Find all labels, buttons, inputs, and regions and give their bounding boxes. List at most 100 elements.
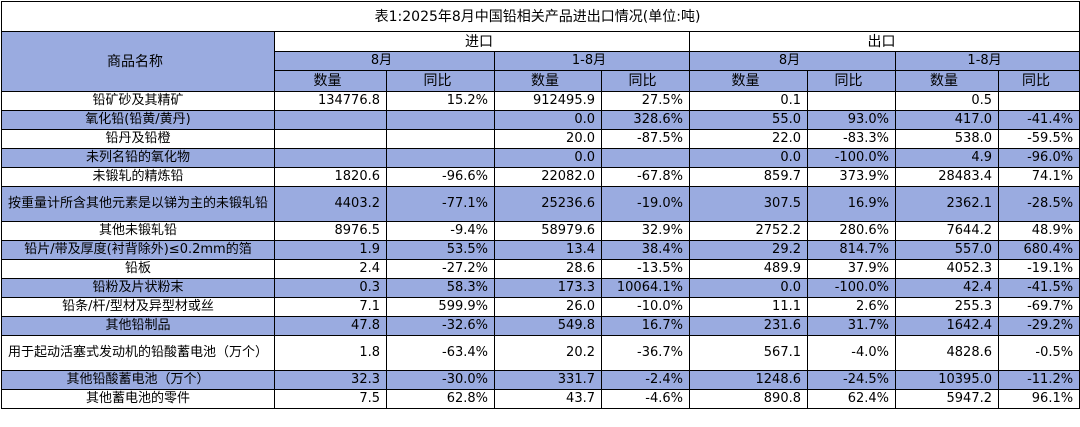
product-name-cell: 其他铅酸蓄电池（万个）: [1, 370, 275, 390]
export-month-quantity-cell: 307.5: [689, 186, 808, 222]
export-ytd-yoy-cell: 96.1%: [997, 389, 1080, 409]
import-ytd-yoy-cell: -67.8%: [601, 167, 690, 187]
quantity-header: 数量: [274, 70, 387, 92]
import-ytd-quantity-cell: 20.2: [494, 335, 602, 371]
product-name-cell: 未列名铅的氧化物: [1, 148, 275, 168]
import-ytd-quantity-cell: 331.7: [494, 370, 602, 390]
export-ytd-quantity-cell: 417.0: [895, 110, 999, 130]
export-ytd-quantity-cell: 557.0: [895, 240, 999, 260]
import-month-yoy-cell: -77.1%: [386, 186, 495, 222]
export-month-quantity-cell: 859.7: [689, 167, 808, 187]
yoy-header: 同比: [807, 70, 896, 92]
export-month-quantity-cell: 0.0: [689, 278, 808, 298]
table-row: 铅丹及铅橙 20.0 -87.5% 22.0 -83.3% 538.0 -59.5%: [1, 129, 1080, 149]
import-ytd-quantity-cell: 13.4: [494, 240, 602, 260]
import-ytd-yoy-cell: 328.6%: [601, 110, 690, 130]
export-month-header: 8月: [689, 51, 896, 71]
product-name-cell: 铅丹及铅橙: [1, 129, 275, 149]
import-month-quantity-cell: [274, 129, 387, 149]
import-month-yoy-cell: 62.8%: [386, 389, 495, 409]
export-ytd-quantity-cell: 10395.0: [895, 370, 999, 390]
import-month-quantity-cell: 4403.2: [274, 186, 387, 222]
export-month-yoy-cell: 280.6%: [807, 221, 896, 241]
product-name-cell: 铅粉及片状粉末: [1, 278, 275, 298]
import-ytd-yoy-cell: -87.5%: [601, 129, 690, 149]
product-name-cell: 其他蓄电池的零件: [1, 389, 275, 409]
import-month-yoy-cell: [386, 129, 495, 149]
import-month-header: 8月: [274, 51, 495, 71]
quantity-header: 数量: [895, 70, 999, 92]
product-name-cell: 氧化铅(铅黄/黄丹): [1, 110, 275, 130]
export-month-quantity-cell: 55.0: [689, 110, 808, 130]
export-month-yoy-cell: 2.6%: [807, 297, 896, 317]
product-name-cell: 铅板: [1, 259, 275, 279]
export-month-yoy-cell: 62.4%: [807, 389, 896, 409]
import-ytd-quantity-cell: 43.7: [494, 389, 602, 409]
export-month-yoy-cell: -100.0%: [807, 278, 896, 298]
import-month-quantity-cell: 0.3: [274, 278, 387, 298]
import-header: 进口: [274, 31, 690, 52]
export-ytd-yoy-cell: -41.5%: [997, 278, 1080, 298]
import-ytd-yoy-cell: -2.4%: [601, 370, 690, 390]
import-month-yoy-cell: 58.3%: [386, 278, 495, 298]
import-ytd-yoy-cell: 10064.1%: [601, 278, 690, 298]
quantity-header: 数量: [689, 70, 808, 92]
import-ytd-quantity-cell: 58979.6: [494, 221, 602, 241]
import-month-yoy-cell: 53.5%: [386, 240, 495, 260]
export-ytd-quantity-cell: 4052.3: [895, 259, 999, 279]
export-month-yoy-cell: 93.0%: [807, 110, 896, 130]
quantity-header: 数量: [494, 70, 602, 92]
export-ytd-yoy-cell: -59.5%: [997, 129, 1080, 149]
import-ytd-yoy-cell: 16.7%: [601, 316, 690, 336]
import-ytd-quantity-cell: 22082.0: [494, 167, 602, 187]
export-ytd-quantity-cell: 255.3: [895, 297, 999, 317]
export-month-quantity-cell: 2752.2: [689, 221, 808, 241]
product-name-header: 商品名称: [1, 31, 275, 92]
export-ytd-yoy-cell: [997, 91, 1080, 111]
import-ytd-quantity-cell: 173.3: [494, 278, 602, 298]
product-name-cell: 其他铅制品: [1, 316, 275, 336]
product-name-cell: 用于起动活塞式发动机的铅酸蓄电池（万个）: [1, 335, 275, 371]
import-ytd-yoy-cell: [601, 148, 690, 168]
export-ytd-yoy-cell: -0.5%: [997, 335, 1080, 371]
import-month-quantity-cell: 47.8: [274, 316, 387, 336]
export-month-quantity-cell: 489.9: [689, 259, 808, 279]
product-name-cell: 铅条/杆/型材及异型材或丝: [1, 297, 275, 317]
table-row: 铅板 2.4 -27.2% 28.6 -13.5% 489.9 37.9% 4052.3 -19…: [1, 259, 1080, 279]
import-month-yoy-cell: -96.6%: [386, 167, 495, 187]
export-month-yoy-cell: -24.5%: [807, 370, 896, 390]
export-month-quantity-cell: 0.1: [689, 91, 808, 111]
export-ytd-quantity-cell: 42.4: [895, 278, 999, 298]
product-name-cell: 按重量计所含其他元素是以锑为主的未锻轧铅: [1, 186, 275, 222]
table-row: 铅粉及片状粉末 0.3 58.3% 173.3 10064.1% 0.0 -100.0% 42…: [1, 278, 1080, 298]
export-ytd-yoy-cell: -41.4%: [997, 110, 1080, 130]
import-ytd-quantity-cell: 28.6: [494, 259, 602, 279]
import-ytd-yoy-cell: -13.5%: [601, 259, 690, 279]
table-title: 表1:2025年8月中国铅相关产品进出口情况(单位:吨): [0, 1, 1080, 32]
export-ytd-quantity-cell: 538.0: [895, 129, 999, 149]
export-ytd-yoy-cell: -29.2%: [997, 316, 1080, 336]
import-month-quantity-cell: 1.8: [274, 335, 387, 371]
import-ytd-yoy-cell: 27.5%: [601, 91, 690, 111]
export-month-quantity-cell: 22.0: [689, 129, 808, 149]
table-row: 其他未锻轧铅 8976.5 -9.4% 58979.6 32.9% 2752.2 280.6…: [1, 221, 1080, 241]
product-name-cell: 铅片/带及厚度(衬背除外)≤0.2mm的箔: [1, 240, 275, 260]
export-month-yoy-cell: 37.9%: [807, 259, 896, 279]
table-row: 其他蓄电池的零件 7.5 62.8% 43.7 -4.6% 890.8 62.4% 5947.…: [1, 389, 1080, 409]
import-month-yoy-cell: 599.9%: [386, 297, 495, 317]
import-month-yoy-cell: [386, 148, 495, 168]
export-ytd-yoy-cell: -69.7%: [997, 297, 1080, 317]
table-row: 铅条/杆/型材及异型材或丝 7.1 599.9% 26.0 -10.0% 11.1 2.6%…: [1, 297, 1080, 317]
export-month-quantity-cell: 0.0: [689, 148, 808, 168]
table-row: 按重量计所含其他元素是以锑为主的未锻轧铅 4403.2 -77.1% 25236.6-…: [1, 186, 1080, 222]
export-ytd-quantity-cell: 0.5: [895, 91, 999, 111]
export-month-yoy-cell: 373.9%: [807, 167, 896, 187]
import-ytd-quantity-cell: 25236.6: [494, 186, 602, 222]
import-month-yoy-cell: -27.2%: [386, 259, 495, 279]
import-month-yoy-cell: -9.4%: [386, 221, 495, 241]
export-ytd-quantity-cell: 4828.6: [895, 335, 999, 371]
export-ytd-yoy-cell: 74.1%: [997, 167, 1080, 187]
product-name-cell: 未锻轧的精炼铅: [1, 167, 275, 187]
import-month-quantity-cell: [274, 148, 387, 168]
export-ytd-yoy-cell: -19.1%: [997, 259, 1080, 279]
